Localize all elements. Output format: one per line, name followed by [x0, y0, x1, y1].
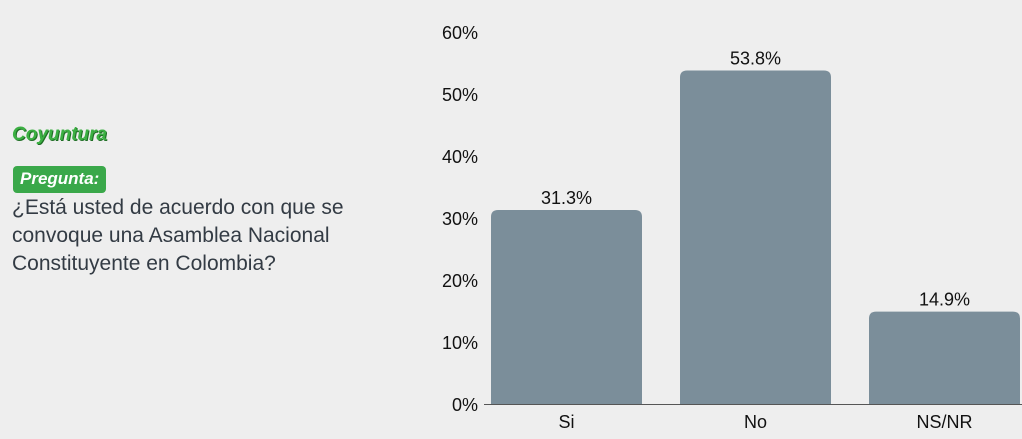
bar-si [491, 209, 642, 404]
question-text: ¿Está usted de acuerdo con que se convoq… [12, 196, 344, 275]
data-label: 31.3% [541, 188, 592, 208]
y-tick-label: 30% [442, 209, 478, 229]
y-tick-label: 50% [442, 85, 478, 105]
x-tick-label: NS/NR [916, 412, 972, 432]
data-label: 53.8% [730, 48, 781, 68]
y-tick-label: 0% [452, 395, 478, 415]
x-tick-label: No [744, 412, 767, 432]
bar-nsnr [869, 311, 1020, 404]
x-tick-label: Si [558, 412, 574, 432]
bar-no [680, 70, 831, 404]
question-panel: Coyuntura Pregunta: ¿Está usted de acuer… [12, 124, 412, 278]
y-tick-label: 60% [442, 23, 478, 43]
section-title: Coyuntura [12, 124, 107, 145]
data-label: 14.9% [919, 290, 970, 310]
y-tick-label: 20% [442, 271, 478, 291]
y-tick-label: 40% [442, 147, 478, 167]
y-tick-label: 10% [442, 333, 478, 353]
question-badge: Pregunta: [13, 166, 107, 193]
